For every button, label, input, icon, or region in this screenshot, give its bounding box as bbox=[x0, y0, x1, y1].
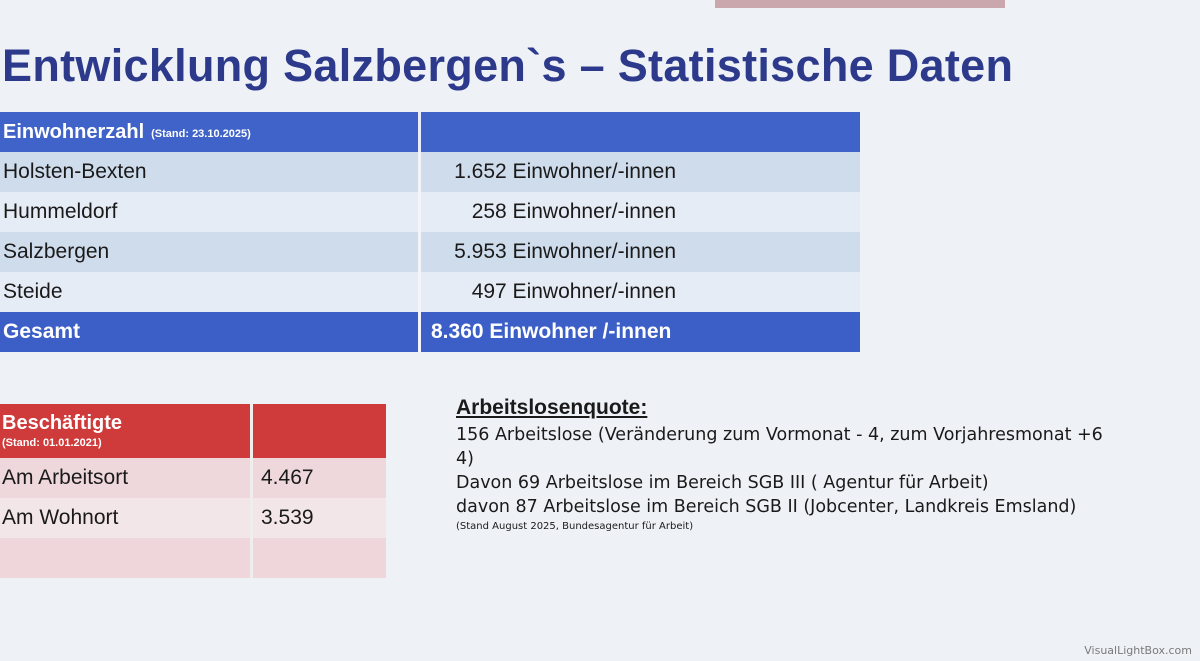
top-decor-strip bbox=[715, 0, 1005, 8]
employment-header: Beschäftigte bbox=[2, 412, 123, 434]
employment-value: 4.467 bbox=[261, 466, 314, 489]
unemployment-source: (Stand August 2025, Bundesagentur für Ar… bbox=[456, 521, 694, 532]
table-row: Salzbergen 5.953 Einwohner/-innen bbox=[0, 232, 860, 272]
page-title: Entwicklung Salzbergen`s – Statistische … bbox=[2, 40, 1014, 91]
unemployment-line: 156 Arbeitslose (Veränderung zum Vormona… bbox=[456, 425, 1103, 445]
employment-header-row: Beschäftigte (Stand: 01.01.2021) bbox=[0, 404, 386, 458]
unemployment-line: 4) bbox=[456, 449, 474, 469]
unemployment-line: davon 87 Arbeitslose im Bereich SGB II (… bbox=[456, 497, 1077, 517]
unemployment-section: Arbeitslosenquote: 156 Arbeitslose (Verä… bbox=[456, 396, 1200, 532]
total-label: Gesamt bbox=[3, 320, 81, 343]
table-row: Holsten-Bexten 1.652 Einwohner/-innen bbox=[0, 152, 860, 192]
employment-value: 3.539 bbox=[261, 506, 314, 529]
table-row: Hummeldorf 258 Einwohner/-innen bbox=[0, 192, 860, 232]
total-population: 8.360 Einwohner /-innen bbox=[431, 320, 672, 343]
population-header-note: (Stand: 23.10.2025) bbox=[151, 128, 251, 140]
district-population: 497 Einwohner/-innen bbox=[471, 280, 676, 303]
table-row: Am Arbeitsort 4.467 bbox=[0, 458, 386, 498]
population-table: Einwohnerzahl (Stand: 23.10.2025) Holste… bbox=[0, 112, 860, 352]
population-header-row: Einwohnerzahl (Stand: 23.10.2025) bbox=[0, 112, 860, 152]
table-row: Steide 497 Einwohner/-innen bbox=[0, 272, 860, 312]
unemployment-heading: Arbeitslosenquote: bbox=[456, 396, 648, 419]
district-population: 1.652 Einwohner/-innen bbox=[454, 160, 676, 183]
population-header: Einwohnerzahl bbox=[3, 120, 145, 143]
employment-table: Beschäftigte (Stand: 01.01.2021) Am Arbe… bbox=[0, 404, 386, 578]
district-name: Holsten-Bexten bbox=[3, 160, 147, 183]
empty-row bbox=[0, 538, 386, 578]
watermark: VisualLightBox.com bbox=[1084, 644, 1192, 657]
district-name: Hummeldorf bbox=[3, 200, 118, 223]
district-name: Steide bbox=[3, 280, 63, 303]
population-total-row: Gesamt 8.360 Einwohner /-innen bbox=[0, 312, 860, 352]
table-row: Am Wohnort 3.539 bbox=[0, 498, 386, 538]
district-name: Salzbergen bbox=[3, 240, 110, 263]
employment-label: Am Wohnort bbox=[2, 506, 119, 529]
district-population: 258 Einwohner/-innen bbox=[471, 200, 676, 223]
employment-label: Am Arbeitsort bbox=[2, 466, 129, 489]
district-population: 5.953 Einwohner/-innen bbox=[454, 240, 676, 263]
unemployment-line: Davon 69 Arbeitslose im Bereich SGB III … bbox=[456, 473, 989, 493]
employment-header-note: (Stand: 01.01.2021) bbox=[2, 437, 102, 449]
